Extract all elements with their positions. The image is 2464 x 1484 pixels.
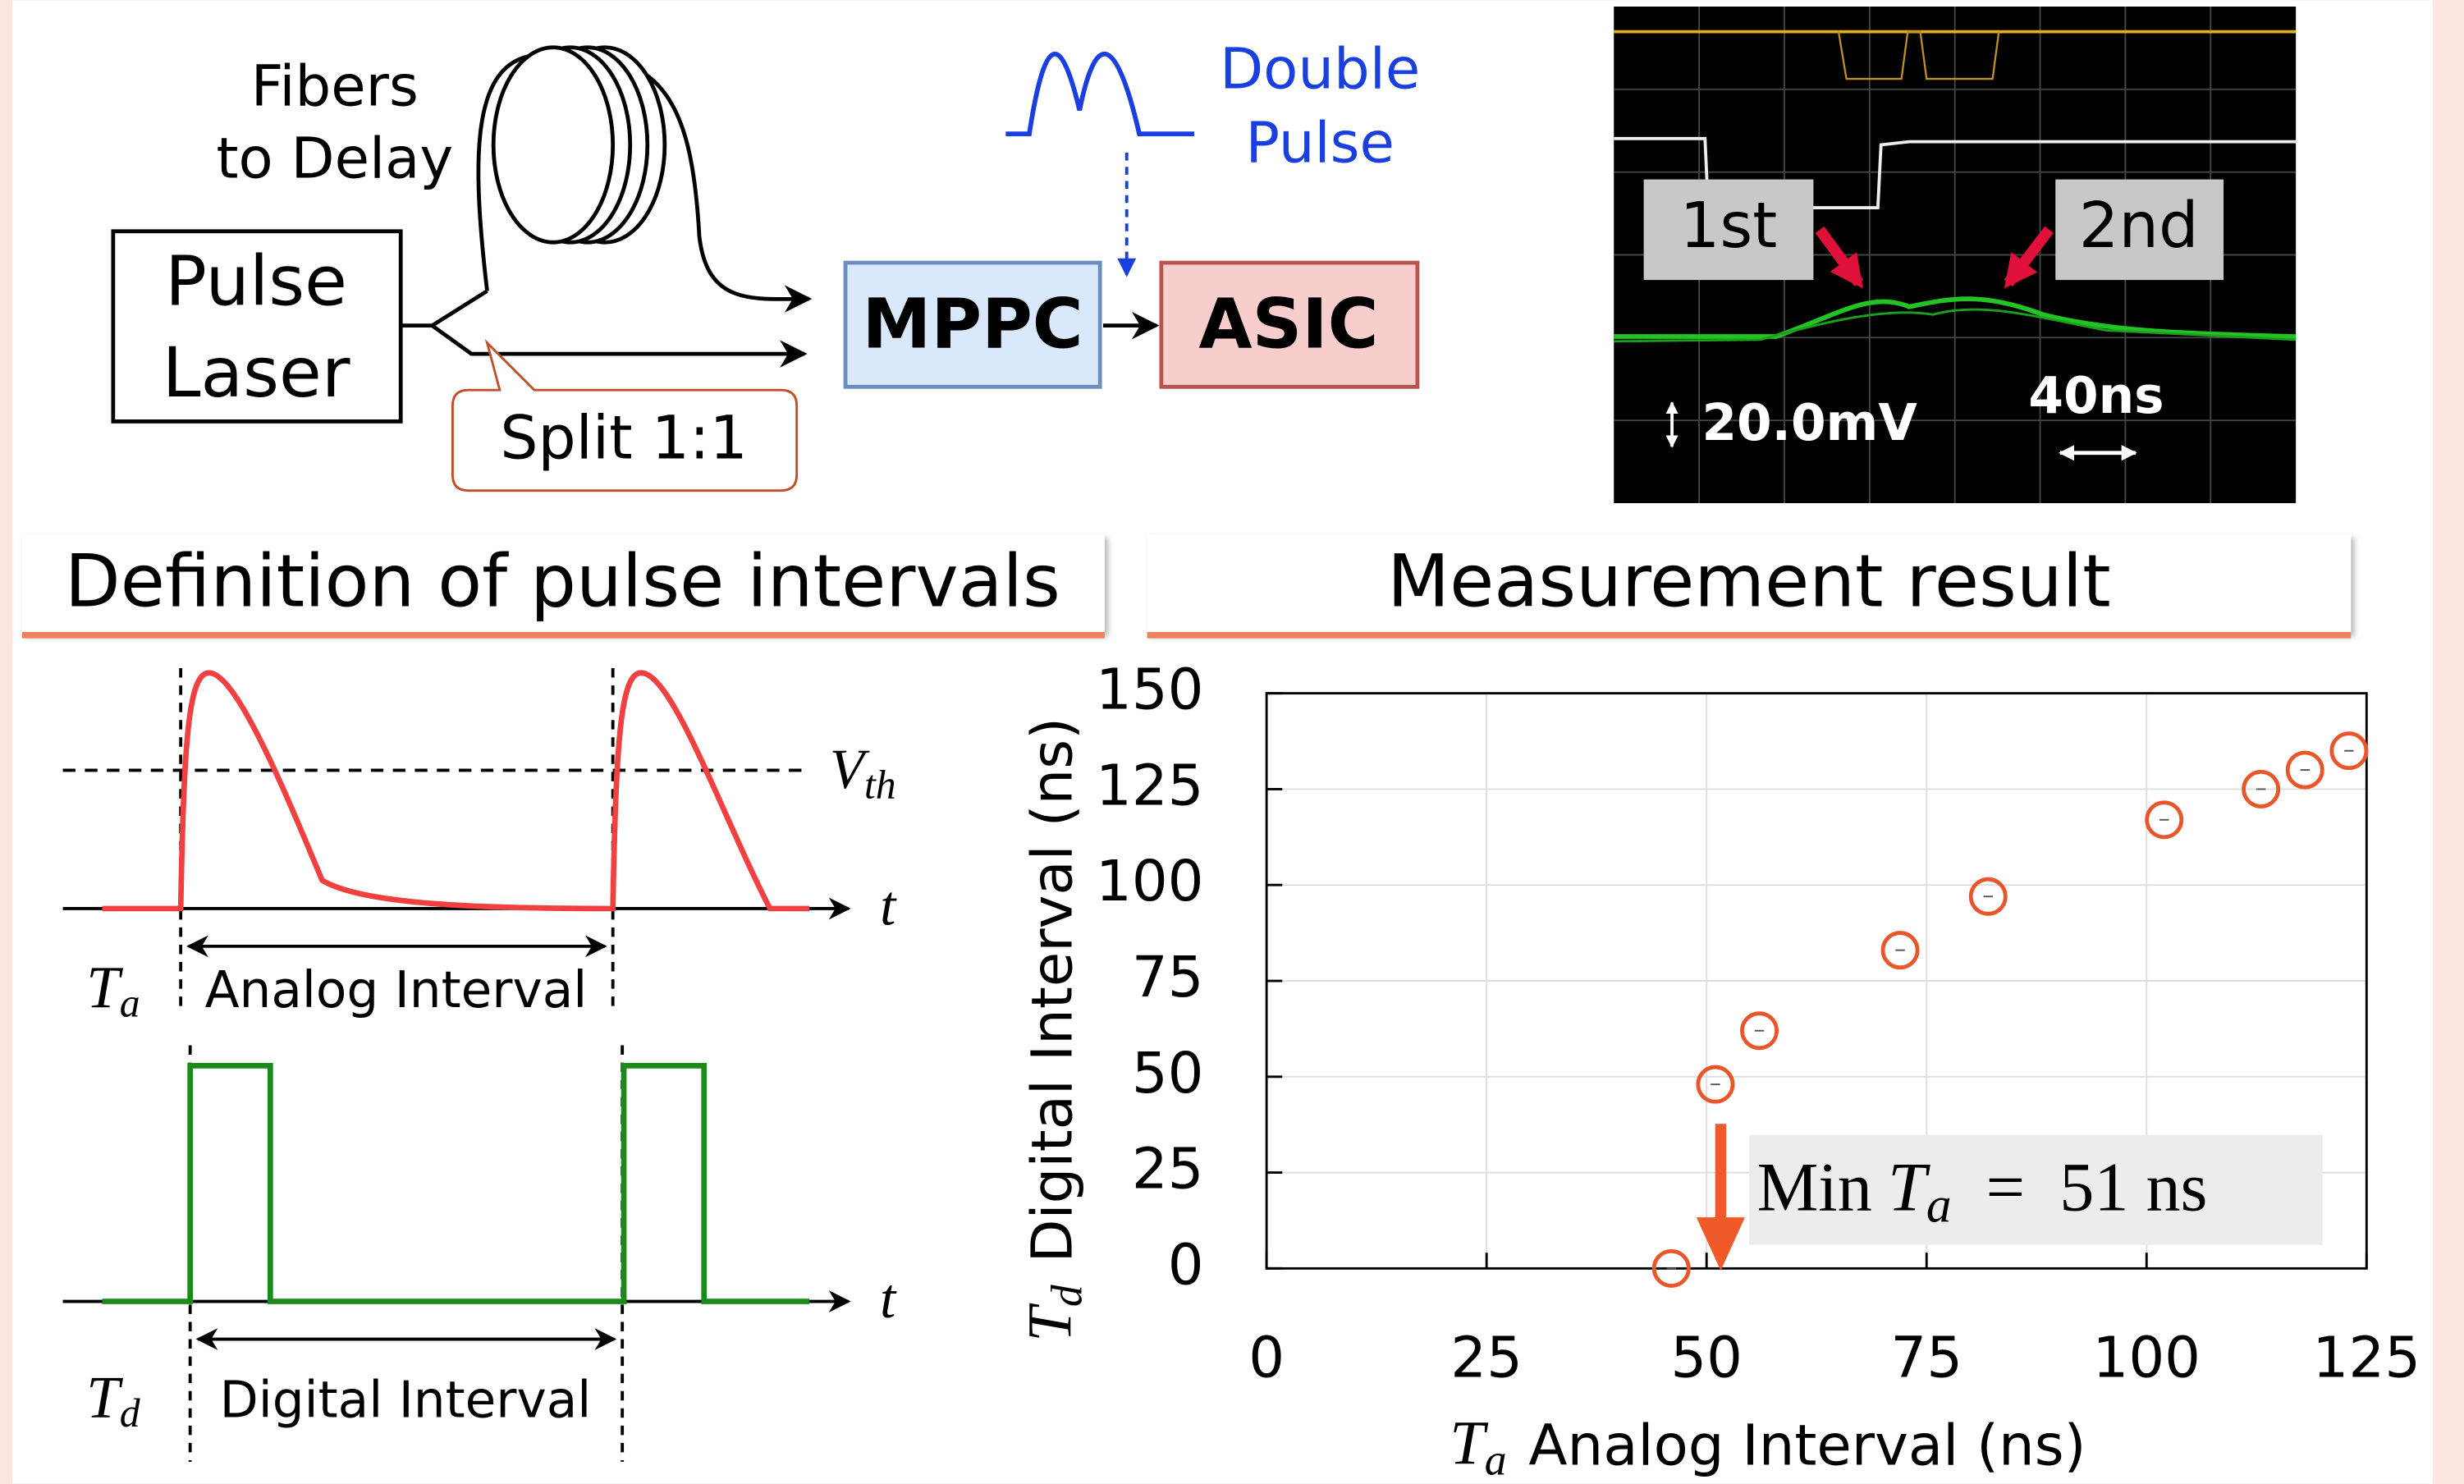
axis-text: Analog Interval (ns) bbox=[1528, 1413, 2086, 1479]
x-tick-label: 75 bbox=[1890, 1325, 1962, 1390]
analog-symbol: Ta bbox=[86, 954, 140, 1026]
time-scale: 40ns bbox=[2028, 367, 2164, 425]
fibers-label: Fibers bbox=[251, 53, 419, 119]
section-header: Measurement result bbox=[1387, 538, 2111, 623]
y-axis-label: Td Digital Interval (ns) bbox=[1014, 717, 1092, 1342]
axis-subscript: d bbox=[1042, 1285, 1092, 1307]
double-pulse-label: Double bbox=[1220, 36, 1420, 102]
y-tick-label: 100 bbox=[1096, 849, 1204, 914]
annotation: Min Ta = 51 ns bbox=[1756, 1150, 2207, 1234]
data-point bbox=[1968, 877, 2008, 916]
digital-symbol: Td bbox=[86, 1364, 140, 1436]
annotation-prefix: Min bbox=[1756, 1150, 1871, 1226]
data-point bbox=[2329, 731, 2369, 771]
analog-label: Analog Interval bbox=[205, 961, 588, 1019]
axis-text: Digital Interval (ns) bbox=[1020, 717, 1086, 1263]
annotation-symbol: T bbox=[1888, 1150, 1930, 1226]
time-symbol: t bbox=[880, 875, 897, 937]
section-headers bbox=[21, 534, 2352, 639]
data-point bbox=[1740, 1011, 1779, 1051]
laser-label: Pulse bbox=[165, 241, 347, 322]
annotation-subscript: a bbox=[1926, 1178, 1952, 1234]
voltage-scale: 20.0mV bbox=[1701, 394, 1917, 452]
time-symbol: t bbox=[880, 1267, 897, 1330]
y-tick-label: 150 bbox=[1096, 657, 1204, 723]
y-tick-label: 125 bbox=[1096, 753, 1204, 818]
x-axis-label: Ta Analog Interval (ns) bbox=[1450, 1408, 2086, 1484]
x-tick-label: 125 bbox=[2313, 1325, 2421, 1390]
mppc-label: MPPC bbox=[863, 283, 1083, 364]
x-tick-label: 50 bbox=[1670, 1325, 1743, 1390]
second-pulse-label: 2nd bbox=[2079, 190, 2199, 263]
y-tick-label: 75 bbox=[1132, 945, 1204, 1010]
scope-overlay bbox=[1614, 30, 2297, 461]
axis-symbol: T bbox=[1450, 1408, 1489, 1477]
annotation-box bbox=[1748, 1134, 2323, 1245]
digital-label: Digital Interval bbox=[220, 1372, 592, 1430]
data-point bbox=[2145, 800, 2184, 840]
plot-frame bbox=[1265, 692, 2368, 1270]
scatter-chart: 0 25 50 75 100 125 0 25 50 75 100 125 150 Ta Analog In… bbox=[1014, 657, 2420, 1484]
data-point bbox=[2242, 769, 2281, 808]
annotation-value: 51 ns bbox=[2059, 1150, 2207, 1226]
y-tick-label: 50 bbox=[1132, 1041, 1204, 1106]
data-point bbox=[1696, 1065, 1735, 1104]
asic-label: ASIC bbox=[1198, 283, 1378, 364]
first-pulse-label: 1st bbox=[1680, 190, 1778, 263]
annotation-arrow bbox=[1696, 1124, 1745, 1271]
pulse-definition bbox=[62, 668, 851, 1462]
threshold-label: Vth bbox=[830, 738, 896, 808]
data-point bbox=[1880, 931, 1920, 970]
annotation-operator: = bbox=[1986, 1150, 2026, 1226]
data-point bbox=[1651, 1248, 1691, 1288]
x-tick-label: 100 bbox=[2092, 1325, 2201, 1390]
double-pulse-label: Pulse bbox=[1245, 110, 1394, 176]
laser-label: Laser bbox=[163, 332, 350, 413]
data-point bbox=[2285, 750, 2324, 790]
x-tick-label: 25 bbox=[1450, 1325, 1523, 1390]
setup-diagram bbox=[111, 45, 1420, 492]
y-tick-label: 25 bbox=[1132, 1137, 1204, 1202]
axis-symbol: T bbox=[1014, 1303, 1084, 1342]
section-header: Definition of pulse intervals bbox=[65, 538, 1060, 623]
fibers-label: to Delay bbox=[216, 126, 453, 192]
axis-subscript: a bbox=[1485, 1436, 1507, 1484]
split-label: Split 1:1 bbox=[500, 403, 748, 473]
y-tick-label: 0 bbox=[1168, 1232, 1204, 1298]
x-tick-label: 0 bbox=[1248, 1325, 1285, 1390]
